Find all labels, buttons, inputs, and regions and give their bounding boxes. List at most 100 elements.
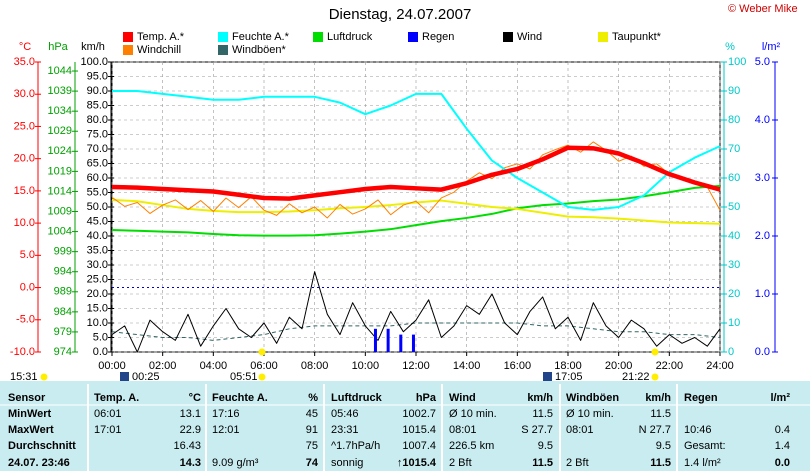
table-cell: 06:01 — [94, 408, 122, 420]
y-tick-label: 35.0 — [87, 244, 108, 256]
astro-time: 15:31 — [10, 371, 38, 383]
y-tick-label: 1039 — [48, 85, 72, 97]
series-line — [111, 271, 721, 353]
y-tick-label: 0 — [728, 346, 734, 358]
y-tick-label: 5.0 — [93, 331, 108, 343]
table-cell: 1002.7 — [402, 408, 436, 420]
table-cell: 08:01 — [566, 424, 594, 436]
y-tick-label: 45.0 — [87, 215, 108, 227]
rain-bar — [373, 328, 377, 352]
table-cell: 75 — [306, 440, 318, 452]
y-tick-label: 85.0 — [87, 99, 108, 111]
y-tick-label: 35.0 — [14, 56, 35, 68]
y-tick-label: 979 — [54, 326, 72, 338]
x-tick-label: 18:00 — [554, 360, 582, 372]
table-cell: Durchschnitt — [8, 440, 76, 452]
y-tick-label: 30 — [728, 259, 740, 271]
table-cell: 17:01 — [94, 424, 122, 436]
astro-time: 17:05 — [555, 371, 583, 383]
sun-icon — [258, 373, 266, 381]
x-tick-label: 04:00 — [200, 360, 228, 372]
x-tick-label: 06:00 — [250, 360, 278, 372]
y-axis-title: °C — [19, 41, 31, 53]
y-tick-label: 90.0 — [87, 85, 108, 97]
table-cell: Windböen — [566, 392, 619, 404]
y-tick-label: 974 — [54, 346, 72, 358]
legend-swatch — [123, 45, 133, 55]
y-tick-label: 10.0 — [87, 317, 108, 329]
table-cell: 10:46 — [684, 424, 712, 436]
y-tick-label: 1014 — [48, 185, 72, 197]
table-cell: sonnig — [331, 457, 363, 469]
legend-label: Windchill — [137, 44, 181, 56]
table-cell: 0.4 — [775, 424, 790, 436]
series-line — [111, 322, 721, 341]
y-tick-label: 984 — [54, 306, 72, 318]
y-tick-label: 999 — [54, 246, 72, 258]
moon-icon — [543, 372, 552, 381]
x-tick-label: 02:00 — [149, 360, 177, 372]
table-cell: 2 Bft — [449, 457, 472, 469]
table-cell: 1015.4 — [402, 424, 436, 436]
y-axis-title: % — [725, 41, 735, 53]
astro-time: 05:51 — [230, 371, 258, 383]
y-tick-label: 15.0 — [87, 302, 108, 314]
table-cell: Luftdruck — [331, 392, 383, 404]
y-tick-label: 1004 — [48, 225, 72, 237]
legend-swatch — [598, 32, 608, 42]
astro-time: 00:25 — [132, 371, 160, 383]
table-cell: hPa — [416, 392, 437, 404]
y-tick-label: 80.0 — [87, 114, 108, 126]
y-tick-label: 90 — [728, 85, 740, 97]
x-tick-label: 20:00 — [605, 360, 633, 372]
table-background — [0, 381, 810, 471]
y-tick-label: 25.0 — [87, 273, 108, 285]
y-tick-label: 60.0 — [87, 172, 108, 184]
y-tick-label: 0.0 — [93, 346, 108, 358]
y-tick-label: 1009 — [48, 205, 72, 217]
y-tick-label: 10.0 — [14, 217, 35, 229]
table-cell: l/m² — [770, 392, 790, 404]
table-cell: 17:16 — [212, 408, 240, 420]
table-cell: Sensor — [8, 392, 46, 404]
sun-icon — [40, 373, 48, 381]
table-cell: Wind — [449, 392, 476, 404]
y-tick-label: 50 — [728, 201, 740, 213]
x-tick-label: 14:00 — [453, 360, 481, 372]
table-cell: °C — [189, 392, 201, 404]
table-cell: 9.09 g/m³ — [212, 457, 259, 469]
y-tick-label: 1034 — [48, 105, 72, 117]
y-tick-label: -10.0 — [10, 346, 35, 358]
legend-swatch — [218, 45, 228, 55]
table-cell: Gesamt: — [684, 440, 726, 452]
table-cell: 226.5 km — [449, 440, 494, 452]
y-tick-label: 10 — [728, 317, 740, 329]
y-axis-title: l/m² — [762, 41, 781, 53]
y-tick-label: 95.0 — [87, 70, 108, 82]
table-cell: Ø 10 min. — [449, 408, 497, 420]
y-tick-label: 1.0 — [755, 288, 770, 300]
y-tick-label: 0.0 — [755, 346, 770, 358]
series-line — [111, 184, 721, 237]
table-cell: 08:01 — [449, 424, 477, 436]
table-cell: 14.3 — [180, 457, 201, 469]
y-tick-label: 3.0 — [755, 172, 770, 184]
y-tick-label: 30.0 — [14, 88, 35, 100]
table-cell: 11.5 — [532, 408, 553, 420]
y-tick-label: 55.0 — [87, 186, 108, 198]
table-cell: Feuchte A. — [212, 392, 268, 404]
table-cell: km/h — [527, 392, 553, 404]
table-cell: 9.5 — [538, 440, 553, 452]
table-cell: 11.5 — [650, 408, 671, 420]
table-cell: S 27.7 — [521, 424, 553, 436]
table-cell: Ø 10 min. — [566, 408, 614, 420]
x-tick-label: 12:00 — [402, 360, 430, 372]
x-tick-label: 24:00 — [706, 360, 734, 372]
table-cell: % — [308, 392, 318, 404]
table-cell: 1007.4 — [402, 440, 436, 452]
legend-label: Windböen* — [232, 44, 287, 56]
legend-swatch — [408, 32, 418, 42]
y-tick-label: 20.0 — [87, 288, 108, 300]
chart-title: Dienstag, 24.07.2007 — [329, 6, 472, 23]
